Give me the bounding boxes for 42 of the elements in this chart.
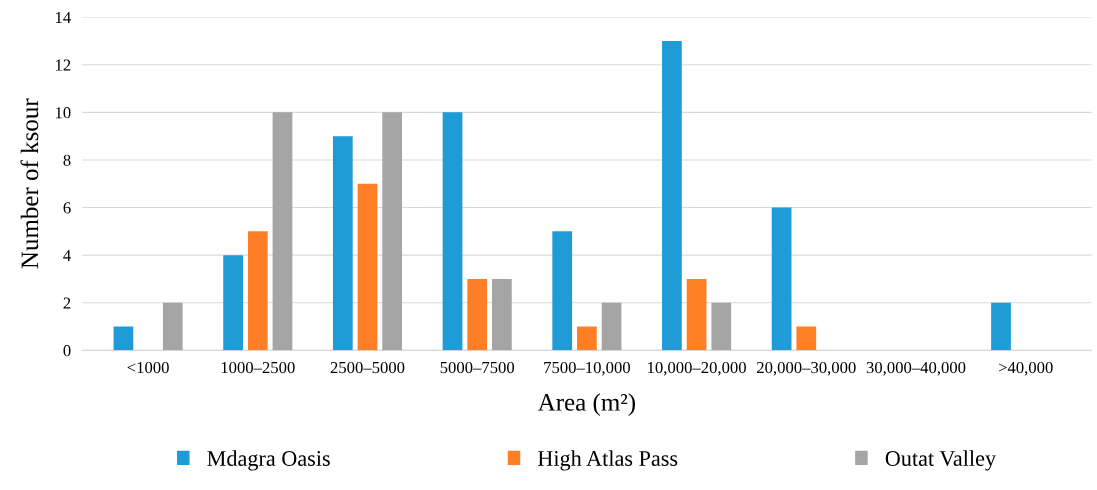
bar [467, 278, 488, 351]
bar [492, 278, 512, 351]
bar [332, 136, 353, 351]
y-tick-label: 14 [55, 11, 71, 23]
bar [552, 231, 573, 351]
x-tick-label: 2500–5000 [330, 361, 405, 374]
x-tick-label: 1000–2500 [221, 361, 295, 374]
y-tick-label: 8 [63, 154, 71, 166]
bar [382, 112, 403, 351]
bar [771, 207, 792, 351]
bar [662, 40, 682, 351]
bar [796, 326, 817, 351]
bar [113, 326, 134, 351]
x-tick-label: 5000–7500 [440, 361, 515, 374]
x-tick-label: >40,000 [998, 361, 1053, 376]
y-tick-label: 4 [63, 249, 71, 261]
bar [223, 255, 243, 351]
legend-label: Outat Valley [885, 450, 996, 471]
bar [162, 302, 183, 351]
x-tick-label: 10,000–20,000 [648, 361, 746, 376]
x-tick-label: <1000 [127, 361, 169, 374]
x-tick-label: 20,000–30,000 [757, 361, 856, 376]
x-tick-label: 7500–10,000 [544, 361, 631, 376]
bar [686, 278, 707, 351]
y-axis-title: Number of ksour [20, 98, 39, 269]
bar [442, 112, 463, 351]
y-tick-label: 10 [55, 107, 71, 119]
bar [601, 302, 622, 351]
y-tick-label: 12 [55, 59, 71, 71]
y-tick-label: 6 [63, 202, 71, 214]
legend-label: Mdagra Oasis [207, 450, 330, 471]
y-tick-label: 2 [63, 297, 71, 309]
x-axis-title: Area (m²) [537, 393, 635, 416]
bar [577, 326, 597, 351]
legend-label: High Atlas Pass [537, 450, 678, 471]
bar [247, 231, 268, 351]
bar [272, 112, 293, 351]
bar [711, 302, 732, 351]
y-tick-label: 0 [63, 345, 71, 357]
bar [991, 302, 1011, 351]
x-tick-label: 30,000–40,000 [866, 361, 966, 376]
bar [357, 183, 378, 351]
